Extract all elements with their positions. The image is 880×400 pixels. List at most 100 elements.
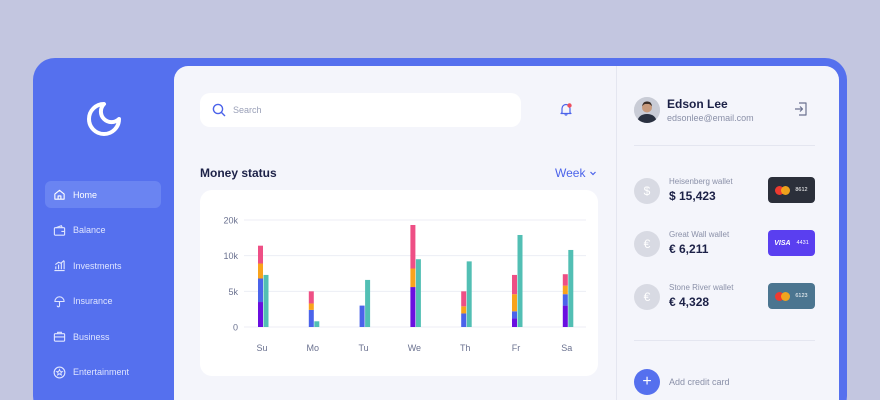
card-number: 8612 <box>795 187 808 193</box>
add-credit-card-label: Add credit card <box>669 377 730 387</box>
sidebar-item-balance[interactable]: Balance <box>45 217 161 244</box>
entertainment-icon <box>53 366 66 379</box>
stacked-bar-segment <box>410 224 416 269</box>
search-bar[interactable] <box>200 93 521 127</box>
wallet-amount: € 4,328 <box>669 295 710 309</box>
avatar[interactable] <box>634 97 660 123</box>
comparison-bar <box>517 234 523 327</box>
x-tick-label: Th <box>460 343 471 353</box>
stacked-bar-segment <box>512 311 517 319</box>
stacked-bar-segment <box>461 313 467 327</box>
stacked-bar-segment <box>562 305 568 327</box>
search-input[interactable] <box>233 105 493 115</box>
app-logo-icon <box>87 102 121 136</box>
wallet-amount: $ 15,423 <box>669 189 716 203</box>
panel-divider <box>616 66 617 400</box>
wallet-amount: € 6,211 <box>669 242 709 256</box>
insurance-icon <box>54 296 65 308</box>
sidebar-item-business[interactable]: Business <box>45 323 161 350</box>
y-tick-label: 5k <box>228 287 238 297</box>
x-tick-label: Sa <box>561 343 572 353</box>
add-credit-card[interactable]: + Add credit card <box>634 369 730 395</box>
stacked-bar-segment <box>461 306 467 314</box>
wallet-item-great-wall[interactable]: € Great Wall wallet € 6,211 VISA 4431 <box>634 230 816 258</box>
stacked-bar-segment <box>258 245 263 264</box>
wallet-name: Stone River wallet <box>669 283 734 292</box>
period-dropdown[interactable]: Week <box>555 166 597 180</box>
stacked-bar-segment <box>258 263 263 279</box>
stacked-bar-segment <box>461 291 467 307</box>
stacked-bar-segment <box>410 268 416 288</box>
chevron-down-icon <box>590 171 597 176</box>
wallet-item-heisenberg[interactable]: $ Heisenberg wallet $ 15,423 8612 <box>634 177 816 205</box>
x-tick-label: Fr <box>512 343 521 353</box>
sidebar-item-label: Insurance <box>73 296 113 307</box>
comparison-bar <box>568 249 574 327</box>
sidebar-item-label: Business <box>73 331 110 342</box>
stacked-bar-segment <box>308 303 314 310</box>
stacked-bar-segment <box>512 294 517 312</box>
y-tick-label: 20k <box>223 216 238 226</box>
stacked-bar-segment <box>359 305 365 327</box>
dollar-coin-icon: $ <box>634 178 660 204</box>
credit-card-mastercard[interactable]: 6123 <box>768 283 815 309</box>
x-tick-label: Mo <box>307 343 320 353</box>
home-icon <box>54 189 65 200</box>
user-photo-icon <box>634 97 660 123</box>
sidebar-nav: Home Balance Investments Insurance Busin… <box>45 181 161 395</box>
sidebar-item-entertainment[interactable]: Entertainment <box>45 359 161 386</box>
stacked-bar-segment <box>308 291 314 304</box>
notification-bell-icon[interactable] <box>559 102 573 116</box>
credit-card-visa[interactable]: VISA 4431 <box>768 230 815 256</box>
search-icon <box>212 103 226 117</box>
wallet-item-stone-river[interactable]: € Stone River wallet € 4,328 6123 <box>634 283 816 311</box>
comparison-bar <box>365 279 371 327</box>
stacked-bar-segment <box>562 274 568 286</box>
add-credit-card-button[interactable]: + <box>634 369 660 395</box>
briefcase-icon <box>53 332 66 343</box>
divider <box>634 145 815 146</box>
stacked-bar-segment <box>562 285 568 295</box>
sidebar-item-insurance[interactable]: Insurance <box>45 288 161 315</box>
stacked-bar-segment <box>512 318 517 327</box>
logout-icon[interactable] <box>793 101 809 117</box>
user-email: edsonlee@email.com <box>667 113 754 123</box>
sidebar-item-investments[interactable]: Investments <box>45 252 161 279</box>
stacked-bar-segment <box>308 309 314 327</box>
period-label: Week <box>555 166 586 180</box>
credit-card-mastercard[interactable]: 8612 <box>768 177 815 203</box>
mastercard-icon <box>775 185 791 195</box>
money-status-title: Money status <box>200 166 277 180</box>
card-number: 4431 <box>796 240 809 246</box>
x-tick-label: We <box>408 343 421 353</box>
sidebar-item-label: Entertainment <box>73 367 130 378</box>
stacked-bar-segment <box>410 287 416 327</box>
money-status-chart: 0 5k 10k 20k Su Mo Tu We Th Fr Sa <box>223 216 586 353</box>
sidebar-item-label: Home <box>73 189 98 200</box>
investments-icon <box>54 260 65 272</box>
comparison-bar <box>263 274 269 327</box>
stacked-bar-segment <box>512 274 517 295</box>
y-tick-label: 10k <box>223 251 238 261</box>
stacked-bar-segment <box>562 294 568 306</box>
comparison-bar <box>314 321 320 327</box>
mastercard-icon <box>775 291 791 301</box>
sidebar-item-label: Investments <box>73 260 122 271</box>
user-name: Edson Lee <box>667 97 728 111</box>
x-tick-label: Su <box>256 343 267 353</box>
euro-coin-icon: € <box>634 284 660 310</box>
sidebar-item-label: Balance <box>73 225 106 236</box>
stacked-bar-segment <box>258 278 263 303</box>
card-number: 6123 <box>795 293 808 299</box>
stacked-bar-segment <box>258 302 263 327</box>
wallet-name: Heisenberg wallet <box>669 177 733 186</box>
comparison-bar <box>466 261 472 327</box>
y-tick-label: 0 <box>233 323 238 333</box>
x-tick-label: Tu <box>359 343 369 353</box>
sidebar-item-home[interactable]: Home <box>45 181 161 208</box>
euro-coin-icon: € <box>634 231 660 257</box>
wallet-name: Great Wall wallet <box>669 230 730 239</box>
visa-logo: VISA <box>774 239 791 247</box>
wallet-icon <box>53 224 66 236</box>
divider <box>634 340 815 341</box>
